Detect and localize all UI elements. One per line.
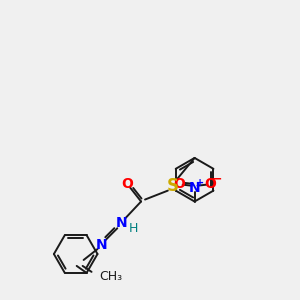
Text: N: N — [189, 181, 200, 195]
Text: O: O — [205, 177, 216, 191]
Text: N: N — [96, 238, 107, 252]
Text: S: S — [167, 177, 179, 195]
Text: N: N — [116, 216, 127, 230]
Text: CH₃: CH₃ — [100, 270, 123, 283]
Text: O: O — [173, 177, 185, 191]
Text: H: H — [128, 222, 138, 235]
Text: +: + — [196, 178, 205, 188]
Text: O: O — [121, 177, 133, 191]
Text: −: − — [212, 172, 223, 185]
